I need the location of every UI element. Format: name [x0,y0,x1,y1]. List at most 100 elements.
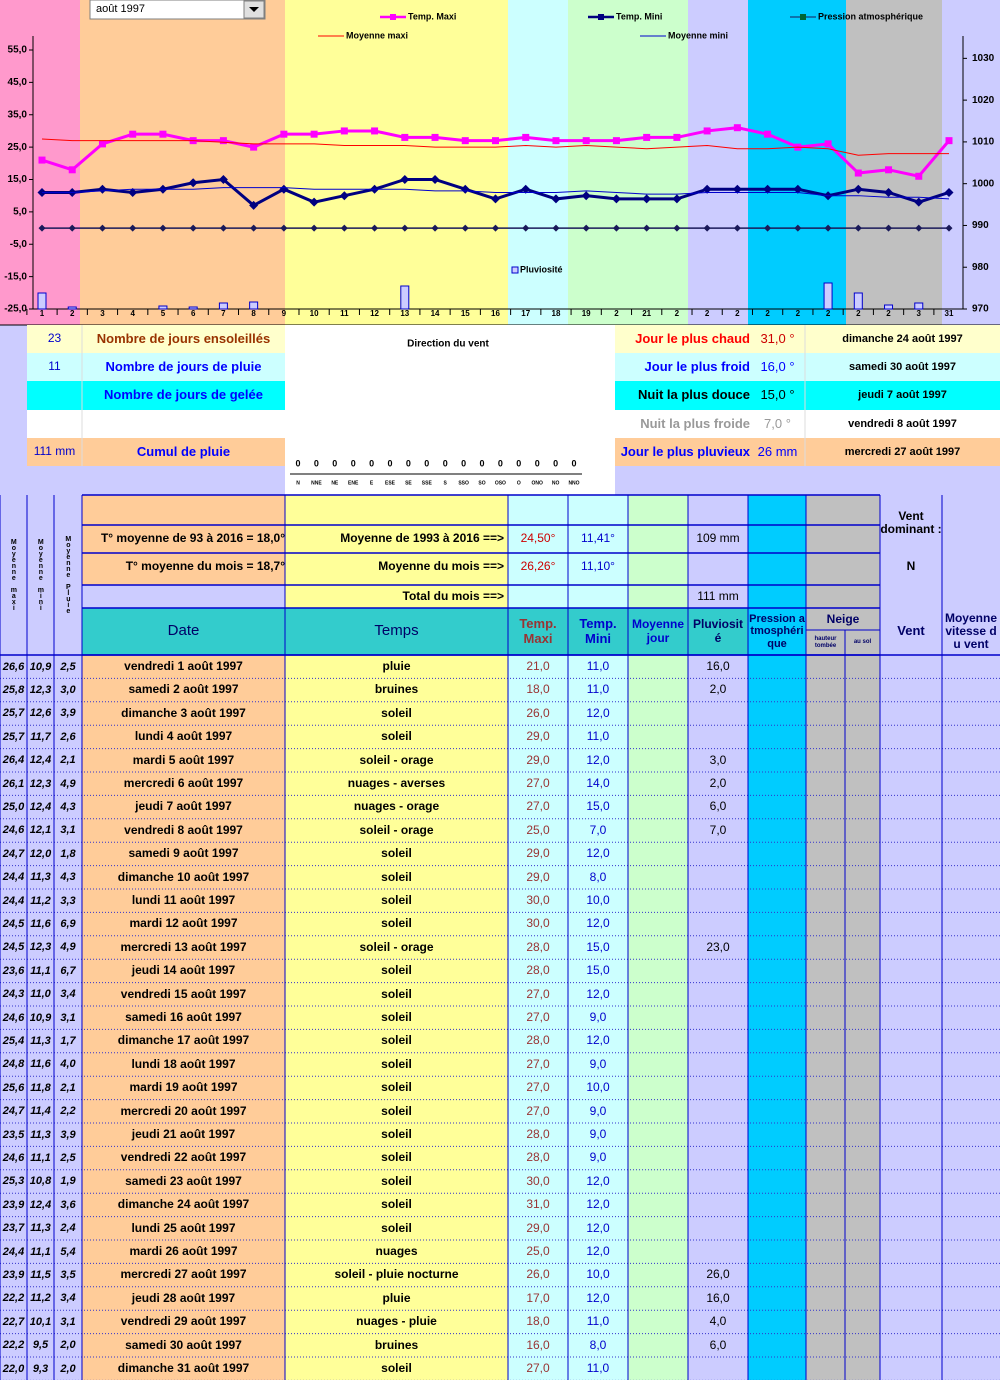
data-point [673,224,681,232]
legend-label: Moyenne maxi [346,30,408,40]
temp-maxi: 25,0 [526,822,550,837]
bar [884,304,894,310]
data-point [430,175,440,184]
temp-maxi: 28,0 [526,939,550,954]
legend-label: Temp. Mini [616,11,662,21]
x-tick-label: 4 [130,309,135,318]
temps: soleil [381,1010,412,1025]
stats-left: T° moyenne de 93 à 2016 = 18,0° [100,531,285,546]
wind-direction: SE [405,480,412,486]
temp-maxi: 25,0 [526,1244,550,1259]
data-point [38,224,46,232]
header-cell: Temps [374,622,419,640]
data-point [915,224,923,232]
temp-maxi: 21,0 [526,659,550,674]
bar [37,292,47,310]
x-tick-label: 16 [491,309,500,318]
data-point [218,175,228,184]
data-point [339,191,349,201]
wind-direction: ONO [532,480,544,486]
date: vendredi 1 août 1997 [124,659,243,674]
summary-row [27,381,285,410]
dropdown-box [89,0,266,20]
date: mardi 5 août 1997 [132,752,235,767]
summary-value: 111 mm [33,444,76,459]
x-tick-label: 6 [191,309,196,318]
moyenne-pluie: 2,1 [60,1081,76,1094]
wind-direction: NO [552,480,560,486]
y-tick-label: 35,0 [8,109,28,120]
data-point [824,140,832,148]
x-tick-label: 10 [310,309,319,318]
data-point [853,184,863,194]
data-point [188,178,198,188]
data-point [673,133,681,141]
moyenne-pluie: 2,6 [60,730,76,743]
pluviosite: 4,0 [709,1314,727,1329]
moyenne-maxi: 24,5 [2,941,25,954]
temp-mini: 12,0 [586,846,610,861]
x-tick-label: 3 [917,309,922,318]
wind-value: 0 [387,458,392,468]
summary-label: Nuit la plus froide [640,415,750,431]
x-tick-label: 13 [400,309,409,318]
stats-pluie: 109 mm [696,531,740,546]
data-point [250,143,258,151]
moyenne-maxi: 25,7 [2,707,25,720]
moyenne-pluie: 4,9 [60,941,76,954]
data-point [914,197,924,207]
header-band [82,608,748,655]
moyenne-maxi: 24,6 [2,1152,25,1165]
data-point [582,224,590,232]
moyenne-mini: 11,6 [30,918,51,931]
moyenne-mini: 12,3 [29,777,52,790]
moyenne-mini: 10,9 [29,660,52,673]
moyenne-maxi: 25,4 [2,1035,25,1048]
temps: nuages - averses [347,776,446,791]
summary-row [27,410,285,438]
temp-mini: 12,0 [586,1290,610,1305]
wind-value: 0 [369,458,374,468]
x-tick-label: 2 [675,309,680,318]
summary-row [27,325,285,353]
x-tick-label: 2 [705,309,710,318]
summary-label: Jour le plus pluvieux [620,443,750,459]
data-point [854,169,862,177]
bar [188,306,198,310]
bar [67,306,77,310]
summary-row [615,381,1000,410]
data-point [431,224,439,232]
y2-tick-label: 990 [972,220,989,231]
moyenne-maxi: 24,3 [2,988,25,1001]
moyenne-mini: 10,1 [29,1315,52,1328]
temp-maxi: 27,0 [526,776,550,791]
wind-title: Direction du vent [407,339,489,350]
header-cell: Neige [826,612,860,627]
temps: soleil [381,846,412,861]
moyenne-mini: 11,3 [30,1035,51,1048]
moyenne-mini: 9,3 [32,1362,49,1375]
date: samedi 9 août 1997 [128,846,239,861]
moyenne-pluie: 3,6 [60,1198,76,1211]
dropdown-value[interactable]: août 1997 [96,3,145,16]
temp-maxi: 18,0 [526,1314,550,1329]
data-point [219,224,227,232]
data-point [643,133,651,141]
temp-maxi: 18,0 [526,682,550,697]
temp-maxi: 28,0 [526,1127,550,1142]
header-cell: Pression atmosphérique [749,613,805,650]
date: mardi 26 août 1997 [129,1244,238,1259]
data-point [460,184,470,194]
wind-direction: S [444,480,448,486]
column-band [0,495,82,1380]
wind-direction: N [296,480,300,486]
temp-mini: 12,0 [586,752,610,767]
moyenne-pluie: 3,1 [60,824,76,837]
column-band [806,495,880,1380]
temps: soleil [381,705,412,720]
moyenne-mini: 11,1 [30,1152,51,1165]
legend-label: Moyenne mini [668,30,728,40]
stats-mini: 11,41° [581,531,615,546]
x-tick-label: 2 [886,309,891,318]
temp-maxi: 30,0 [526,1173,550,1188]
